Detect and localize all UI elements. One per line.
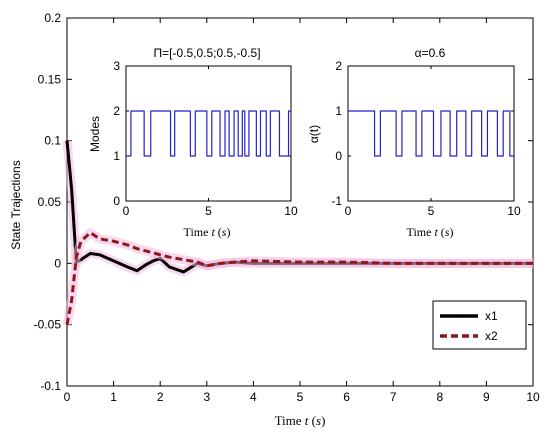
- x-tick-label: 8: [436, 390, 443, 404]
- x-tick-label: 10: [507, 204, 521, 218]
- series-line-s0: [126, 110, 291, 157]
- inset-modes-x-label: Time t (s): [184, 225, 231, 239]
- x-tick-label: 0: [64, 390, 71, 404]
- y-tick-label: -0.05: [34, 318, 62, 332]
- y-tick-label: -1: [331, 194, 342, 208]
- x-tick-label: 0: [123, 204, 130, 218]
- legend: x1 x2: [432, 300, 527, 350]
- inset-modes-y-label: Modes: [88, 116, 102, 152]
- legend-box: [432, 300, 527, 350]
- inset-alpha-x-label: Time t (s): [407, 225, 454, 239]
- y-tick-label: 0.1: [44, 134, 61, 148]
- y-tick-label: 1: [113, 149, 120, 163]
- y-tick-label: 1: [335, 104, 342, 118]
- x-tick-label: 0: [345, 204, 352, 218]
- y-tick-label: 2: [335, 59, 342, 73]
- y-tick-label: 0: [113, 194, 120, 208]
- x-tick-label: 5: [297, 390, 304, 404]
- main-x-axis-label: Time t (s): [275, 413, 326, 428]
- x-tick-label: 10: [526, 390, 540, 404]
- x-tick-label: 5: [428, 204, 435, 218]
- y-tick-label: 2: [113, 104, 120, 118]
- inset-alpha-y-label: α(t): [307, 125, 321, 143]
- y-tick-label: 0.05: [38, 195, 62, 209]
- inset-modes-title: Π=[-0.5,0.5;0.5,-0.5]: [153, 46, 260, 60]
- inset-alpha-frame: [347, 65, 515, 202]
- x-tick-label: 7: [390, 390, 397, 404]
- inset-modes-ticks: 0 5 10 0 1 2 3: [113, 59, 298, 218]
- y-tick-label: 0: [335, 149, 342, 163]
- x-tick-label: 3: [203, 390, 210, 404]
- x-tick-label: 5: [205, 204, 212, 218]
- x-tick-label: 1: [110, 390, 117, 404]
- x-tick-label: 9: [483, 390, 490, 404]
- legend-x1-label: x1: [485, 309, 498, 323]
- inset-modes-frame: [125, 65, 292, 202]
- x-tick-label: 6: [343, 390, 350, 404]
- y-tick-label: 0: [54, 256, 61, 270]
- y-tick-label: 0.15: [38, 72, 62, 86]
- x-tick-label: 2: [157, 390, 164, 404]
- inset-modes-series: [126, 110, 291, 157]
- x-tick-label: 4: [250, 390, 257, 404]
- x-tick-label: 10: [284, 204, 298, 218]
- main-y-axis-label: State Trajections: [9, 160, 23, 249]
- legend-x2-label: x2: [485, 329, 498, 343]
- inset-alpha-title: α=0.6: [415, 46, 446, 60]
- series-line-s0: [348, 110, 514, 157]
- series-line-x2: [65, 231, 533, 325]
- y-tick-label: 0.2: [44, 11, 61, 25]
- main-series-lines: [62, 140, 533, 326]
- y-tick-label: 3: [113, 59, 120, 73]
- inset-alpha-series: [348, 110, 514, 157]
- inset-modes-plot: Π=[-0.5,0.5;0.5,-0.5] 0 5 10 0 1 2 3 Modes Tim…: [88, 46, 298, 239]
- y-tick-label: -0.1: [40, 379, 61, 393]
